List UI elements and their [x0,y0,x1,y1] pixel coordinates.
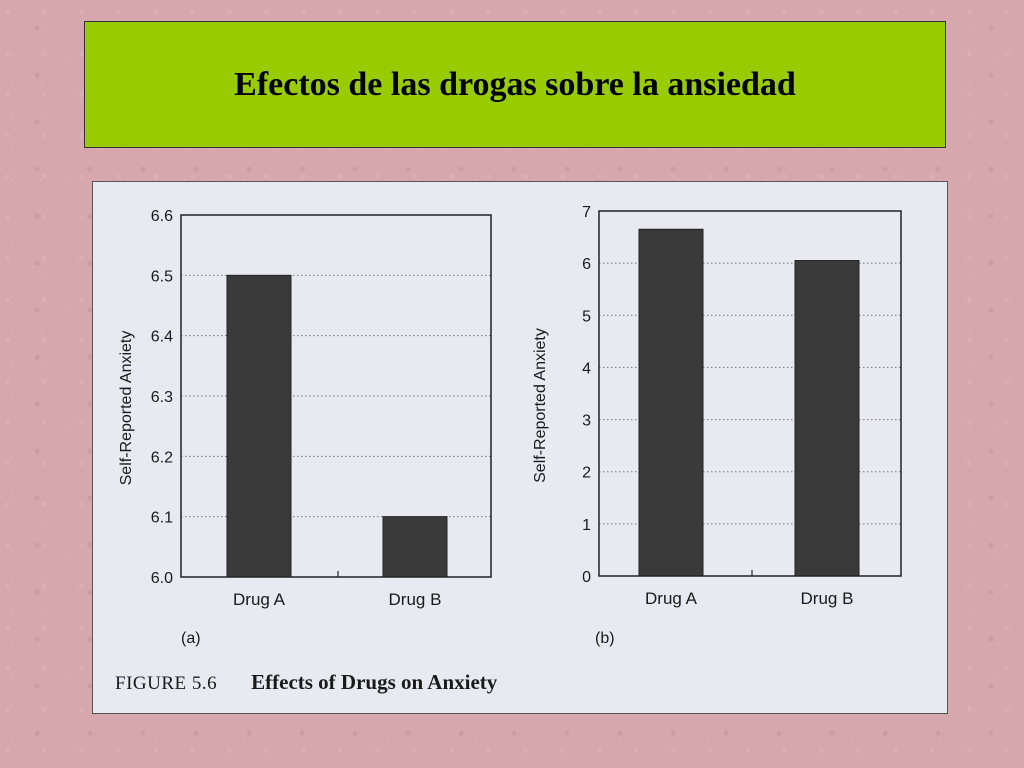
panel-label: (b) [595,630,615,647]
y-tick-label: 6.4 [151,329,173,346]
x-category-label: Drug A [645,589,698,608]
y-tick-label: 6 [582,256,591,273]
y-tick-label: 6.2 [151,449,173,466]
slide-title: Efectos de las drogas sobre la ansiedad [234,65,796,103]
figure-caption-text: Effects of Drugs on Anxiety [251,670,498,694]
x-category-label: Drug B [801,589,854,608]
y-tick-label: 6.3 [151,389,173,406]
x-category-label: Drug B [389,590,442,609]
x-category-label: Drug A [233,590,286,609]
y-axis-label: Self-Reported Anxiety [532,328,549,483]
slide-title-banner: Efectos de las drogas sobre la ansiedad [84,21,946,148]
figure-number: FIGURE 5.6 [115,673,218,694]
figure-panel: 6.0 6.1 6.2 6.3 6.4 6.5 6.6 Drug A Drug B Self-Re… [92,181,948,714]
y-tick-label: 4 [582,360,591,377]
plot-frame [598,210,902,577]
y-tick-label: 6.6 [151,208,173,225]
y-tick-label: 2 [582,465,591,482]
bar [638,228,704,577]
bar [794,260,860,577]
panel-label: (a) [181,630,201,647]
y-tick-label: 7 [582,204,591,221]
figure-caption: FIGURE 5.6 Effects of Drugs on Anxiety [115,670,497,695]
bar [382,516,448,578]
y-axis-label: Self-Reported Anxiety [118,331,135,486]
y-tick-label: 6.0 [151,570,173,587]
y-tick-label: 0 [582,569,591,586]
bar-charts: 6.0 6.1 6.2 6.3 6.4 6.5 6.6 Drug A Drug B Self-Re… [118,204,902,647]
bar [226,274,292,578]
y-tick-label: 6.5 [151,268,173,285]
plot-frame [180,214,492,578]
y-tick-label: 3 [582,413,591,430]
y-tick-label: 6.1 [151,510,173,527]
y-tick-label: 5 [582,308,591,325]
y-tick-label: 1 [582,517,591,534]
